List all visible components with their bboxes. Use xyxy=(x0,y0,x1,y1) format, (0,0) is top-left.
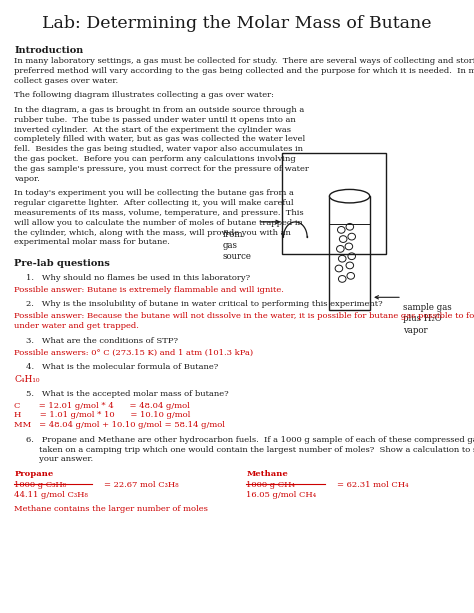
Text: Pre-lab questions: Pre-lab questions xyxy=(14,259,110,268)
Text: vapor.: vapor. xyxy=(14,175,40,183)
Text: measurements of its mass, volume, temperature, and pressure.  This: measurements of its mass, volume, temper… xyxy=(14,209,304,217)
Text: The following diagram illustrates collecting a gas over water:: The following diagram illustrates collec… xyxy=(14,91,274,99)
Ellipse shape xyxy=(329,189,370,203)
Text: the gas pocket.  Before you can perform any calculations involving: the gas pocket. Before you can perform a… xyxy=(14,155,296,163)
Text: Introduction: Introduction xyxy=(14,46,83,55)
Text: vapor: vapor xyxy=(403,326,428,335)
Text: 16.05 g/mol CH₄: 16.05 g/mol CH₄ xyxy=(246,491,317,499)
Text: fell.  Besides the gas being studied, water vapor also accumulates in: fell. Besides the gas being studied, wat… xyxy=(14,145,303,153)
Text: Lab: Determining the Molar Mass of Butane: Lab: Determining the Molar Mass of Butan… xyxy=(42,15,432,32)
Text: collect gases over water.: collect gases over water. xyxy=(14,77,118,85)
Text: the cylinder, which, along with the mass, will provide you with an: the cylinder, which, along with the mass… xyxy=(14,229,291,237)
Text: 2.   Why is the insolubility of butane in water critical to performing this expe: 2. Why is the insolubility of butane in … xyxy=(26,300,383,308)
Text: inverted cylinder.  At the start of the experiment the cylinder was: inverted cylinder. At the start of the e… xyxy=(14,126,291,134)
Text: C₄H₁₀: C₄H₁₀ xyxy=(14,375,40,384)
Text: rubber tube.  The tube is passed under water until it opens into an: rubber tube. The tube is passed under wa… xyxy=(14,116,296,124)
Text: Possible answer: Butane is extremely flammable and will ignite.: Possible answer: Butane is extremely fla… xyxy=(14,286,284,294)
Text: = 22.67 mol C₃H₈: = 22.67 mol C₃H₈ xyxy=(104,481,179,489)
Text: Possible answers: 0° C (273.15 K) and 1 atm (101.3 kPa): Possible answers: 0° C (273.15 K) and 1 … xyxy=(14,349,253,357)
Text: 44.11 g/mol C₃H₈: 44.11 g/mol C₃H₈ xyxy=(14,491,88,499)
Text: Propane: Propane xyxy=(14,470,54,478)
Text: H       = 1.01 g/mol * 10      = 10.10 g/mol: H = 1.01 g/mol * 10 = 10.10 g/mol xyxy=(14,411,191,419)
Text: preferred method will vary according to the gas being collected and the purpose : preferred method will vary according to … xyxy=(14,67,474,75)
Text: In today's experiment you will be collecting the butane gas from a: In today's experiment you will be collec… xyxy=(14,189,294,197)
Text: under water and get trapped.: under water and get trapped. xyxy=(14,322,139,330)
Text: plus H₂O: plus H₂O xyxy=(403,314,442,324)
Text: 1000 g C₃H₈: 1000 g C₃H₈ xyxy=(14,481,66,489)
Text: sample gas: sample gas xyxy=(403,303,452,313)
Text: 3.   What are the conditions of STP?: 3. What are the conditions of STP? xyxy=(26,337,178,345)
Text: regular cigarette lighter.  After collecting it, you will make careful: regular cigarette lighter. After collect… xyxy=(14,199,294,207)
Text: completely filled with water, but as gas was collected the water level: completely filled with water, but as gas… xyxy=(14,135,305,143)
Text: gas: gas xyxy=(223,241,238,250)
Text: taken on a camping trip which one would contain the largest number of moles?  Sh: taken on a camping trip which one would … xyxy=(26,446,474,454)
Text: source: source xyxy=(223,252,252,261)
Text: experimental molar mass for butane.: experimental molar mass for butane. xyxy=(14,238,170,246)
Text: from: from xyxy=(223,230,243,239)
Text: your answer.: your answer. xyxy=(26,455,93,463)
Text: 1.   Why should no flames be used in this laboratory?: 1. Why should no flames be used in this … xyxy=(26,274,250,282)
Text: the gas sample's pressure, you must correct for the pressure of water: the gas sample's pressure, you must corr… xyxy=(14,165,309,173)
Text: = 62.31 mol CH₄: = 62.31 mol CH₄ xyxy=(337,481,408,489)
Text: In the diagram, a gas is brought in from an outside source through a: In the diagram, a gas is brought in from… xyxy=(14,106,304,114)
Bar xyxy=(282,153,386,254)
Text: 1000 g CH₄: 1000 g CH₄ xyxy=(246,481,295,489)
Text: C       = 12.01 g/mol * 4      = 48.04 g/mol: C = 12.01 g/mol * 4 = 48.04 g/mol xyxy=(14,402,190,409)
Text: Methane: Methane xyxy=(246,470,288,478)
Text: In many laboratory settings, a gas must be collected for study.  There are sever: In many laboratory settings, a gas must … xyxy=(14,57,474,65)
Text: 5.   What is the accepted molar mass of butane?: 5. What is the accepted molar mass of bu… xyxy=(26,390,228,398)
Bar xyxy=(329,196,370,310)
Text: 4.   What is the molecular formula of Butane?: 4. What is the molecular formula of Buta… xyxy=(26,364,219,371)
Text: MM   = 48.04 g/mol + 10.10 g/mol = 58.14 g/mol: MM = 48.04 g/mol + 10.10 g/mol = 58.14 g… xyxy=(14,421,225,429)
Text: Possible answer: Because the butane will not dissolve in the water, it is possib: Possible answer: Because the butane will… xyxy=(14,312,474,320)
Text: Methane contains the larger number of moles: Methane contains the larger number of mo… xyxy=(14,506,208,514)
Text: will allow you to calculate the number of moles of butane trapped in: will allow you to calculate the number o… xyxy=(14,219,303,227)
Text: 6.   Propane and Methane are other hydrocarbon fuels.  If a 1000 g sample of eac: 6. Propane and Methane are other hydroca… xyxy=(26,436,474,444)
